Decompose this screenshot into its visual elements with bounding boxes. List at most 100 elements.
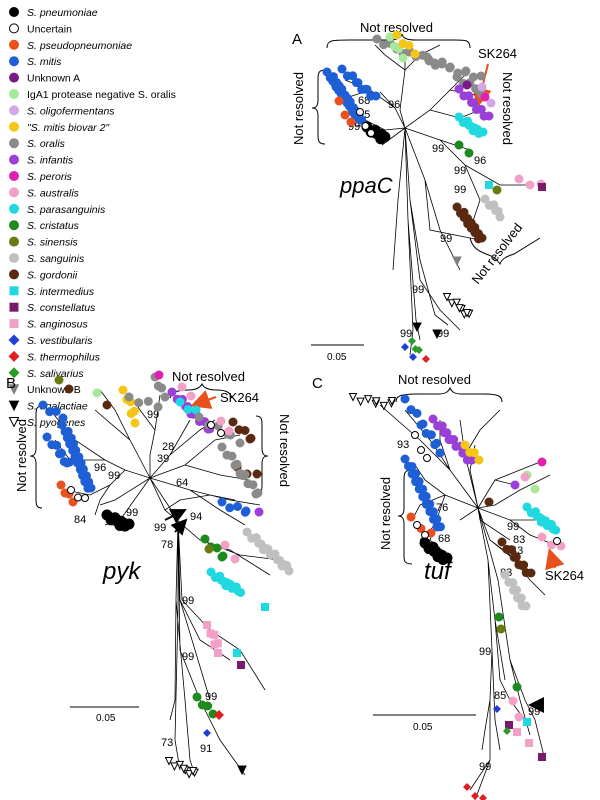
tip-marker xyxy=(537,532,547,542)
tip-marker xyxy=(464,148,474,158)
panel-b-letter: B xyxy=(6,375,16,392)
tip-marker xyxy=(516,560,526,570)
tip-marker xyxy=(525,180,535,190)
tip-marker xyxy=(422,52,432,62)
legend-label: S. anginosus xyxy=(27,319,88,331)
tip-marker xyxy=(242,527,252,537)
legend-label: S. parasanguinis xyxy=(27,204,106,216)
tip-marker xyxy=(340,110,350,120)
tip-marker xyxy=(474,104,484,114)
tip-marker xyxy=(484,111,494,121)
legend-label: S. constellatus xyxy=(27,302,96,314)
tip-marker xyxy=(400,454,410,464)
tip-marker xyxy=(214,649,222,657)
tip-marker xyxy=(261,543,271,553)
tip-marker xyxy=(42,432,52,442)
tip-marker xyxy=(437,57,447,67)
tip-marker xyxy=(167,387,177,397)
tip-marker xyxy=(203,701,213,711)
tip-marker xyxy=(509,585,519,595)
legend-marker-icon xyxy=(9,138,19,149)
tip-marker xyxy=(494,612,504,622)
bootstrap-value: 68 xyxy=(438,533,450,545)
tip-marker xyxy=(54,449,64,459)
tip-marker xyxy=(462,309,472,318)
panel-b-bootstrap-values: 99 99 96 28 39 64 84 99 99 94 78 99 99 7… xyxy=(74,409,217,755)
tip-marker xyxy=(203,729,211,737)
tip-marker xyxy=(212,543,222,553)
tip-marker xyxy=(421,531,429,539)
tip-marker xyxy=(52,440,62,450)
tip-marker xyxy=(492,185,502,195)
tip-marker xyxy=(441,552,453,564)
panel-c-tuf-tree: C tuf Not resolved Not resolved SK264 0.… xyxy=(312,372,584,800)
tip-marker xyxy=(428,414,438,424)
legend-marker-icon xyxy=(9,319,19,329)
tip-marker xyxy=(351,78,361,88)
tip-marker xyxy=(413,521,421,529)
legend-label: S. infantis xyxy=(27,155,74,167)
tip-marker xyxy=(371,91,381,101)
tip-marker xyxy=(454,140,464,150)
tip-marker xyxy=(356,397,365,407)
tip-marker xyxy=(410,49,420,59)
legend-label: S. sinensis xyxy=(27,237,79,249)
bootstrap-value: 99 xyxy=(154,522,166,534)
tip-marker xyxy=(233,502,242,511)
panel-c-scale-label: 0.05 xyxy=(413,722,433,733)
tip-marker xyxy=(442,293,452,302)
panel-a-not-resolved-top: Not resolved xyxy=(360,20,433,35)
legend-label: S. vestibularis xyxy=(27,335,93,347)
bootstrap-value: 94 xyxy=(190,511,202,523)
tip-marker xyxy=(214,710,224,720)
tip-marker xyxy=(477,233,487,243)
panel-b-sk264-label: SK264 xyxy=(220,390,259,405)
bootstrap-value: 96 xyxy=(94,462,106,474)
legend-marker-icon xyxy=(9,105,19,116)
tip-marker xyxy=(416,420,426,430)
tip-marker xyxy=(485,181,493,189)
tip-marker xyxy=(227,451,237,461)
tip-marker xyxy=(445,62,455,72)
tip-marker xyxy=(406,512,416,522)
tip-marker xyxy=(367,129,375,137)
tip-marker xyxy=(346,117,356,127)
tip-marker xyxy=(230,460,240,470)
tip-marker xyxy=(225,503,235,513)
legend-marker-icon xyxy=(8,384,20,395)
legend-label: "S. mitis biovar 2" xyxy=(27,122,110,134)
tip-marker xyxy=(192,692,202,702)
legend-label: S. oligofermentans xyxy=(27,105,115,117)
tip-marker xyxy=(210,630,219,639)
tip-marker xyxy=(435,448,445,458)
tip-marker xyxy=(538,753,546,761)
bootstrap-value: 99 xyxy=(182,595,194,607)
tip-marker xyxy=(62,458,72,468)
tip-marker xyxy=(430,440,440,450)
panel-a-brace-left xyxy=(311,69,326,145)
tip-marker xyxy=(164,757,174,766)
tip-marker xyxy=(400,394,410,404)
tip-marker xyxy=(124,392,134,402)
panel-b-scale-label: 0.05 xyxy=(96,713,116,724)
panel-b-not-resolved-left: Not resolved xyxy=(14,419,29,492)
bootstrap-value: 99 xyxy=(454,184,466,196)
panel-c-sk264-arrow xyxy=(545,548,565,571)
tip-marker xyxy=(233,649,241,657)
legend-label: S. sanguinis xyxy=(27,253,85,265)
tip-marker xyxy=(500,570,510,580)
tip-marker xyxy=(233,586,243,596)
legend-marker-icon xyxy=(9,7,19,17)
panel-a-sk264-label: SK264 xyxy=(478,46,517,61)
tip-marker xyxy=(423,454,431,462)
tip-marker xyxy=(170,762,179,772)
tip-marker xyxy=(379,401,389,411)
tip-marker xyxy=(272,555,282,565)
tip-marker xyxy=(513,728,521,736)
bootstrap-value: 99 xyxy=(528,706,540,718)
tip-marker xyxy=(118,385,128,395)
tip-marker xyxy=(372,34,382,44)
tip-marker xyxy=(194,412,204,422)
tip-marker xyxy=(356,108,364,116)
legend-label: S. thermophilus xyxy=(27,351,101,363)
